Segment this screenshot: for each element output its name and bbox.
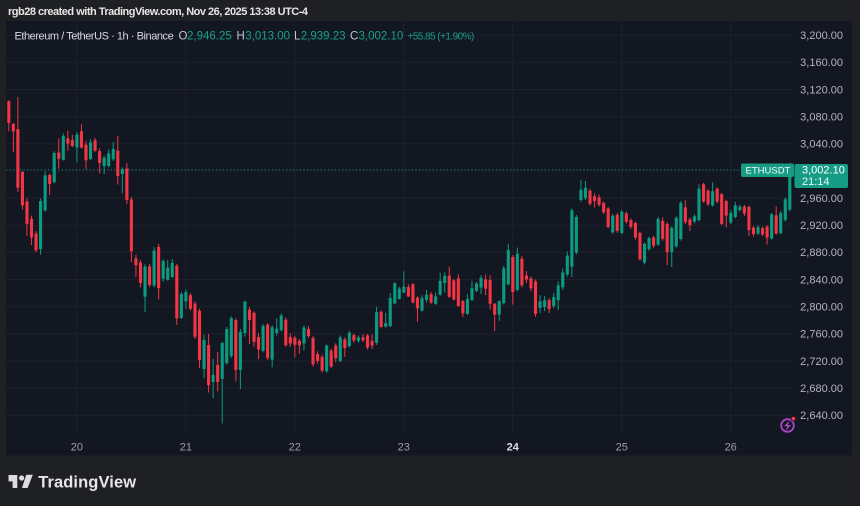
svg-text:2,840.00: 2,840.00 xyxy=(800,274,843,286)
svg-text:2,960.00: 2,960.00 xyxy=(800,193,843,205)
svg-text:2,640.00: 2,640.00 xyxy=(800,410,843,422)
svg-text:H: H xyxy=(237,31,245,43)
svg-text:3,013.00: 3,013.00 xyxy=(245,31,290,43)
svg-text:3,002.10: 3,002.10 xyxy=(359,31,404,43)
svg-text:25: 25 xyxy=(616,442,628,454)
svg-text:Ethereum / TetherUS · 1h · Bin: Ethereum / TetherUS · 1h · Binance xyxy=(15,31,174,43)
svg-text:2,920.00: 2,920.00 xyxy=(800,220,843,232)
svg-text:L: L xyxy=(294,31,301,43)
svg-text:ETHUSDT: ETHUSDT xyxy=(746,165,791,176)
svg-text:23: 23 xyxy=(398,442,410,454)
svg-text:21: 21 xyxy=(180,442,192,454)
svg-text:2,680.00: 2,680.00 xyxy=(800,383,843,395)
svg-text:20: 20 xyxy=(71,442,83,454)
svg-text:3,160.00: 3,160.00 xyxy=(800,57,843,69)
svg-text:2,880.00: 2,880.00 xyxy=(800,247,843,259)
svg-text:2,946.25: 2,946.25 xyxy=(187,31,232,43)
svg-text:22: 22 xyxy=(289,442,301,454)
svg-text:C: C xyxy=(350,31,358,43)
svg-text:TradingView: TradingView xyxy=(38,474,136,492)
svg-text:3,040.00: 3,040.00 xyxy=(800,139,843,151)
svg-text:+55.85 (+1.90%): +55.85 (+1.90%) xyxy=(408,32,474,43)
svg-text:3,002.10: 3,002.10 xyxy=(802,165,845,177)
svg-text:21:14: 21:14 xyxy=(802,176,830,188)
svg-text:26: 26 xyxy=(725,442,737,454)
svg-text:2,760.00: 2,760.00 xyxy=(800,329,843,341)
svg-text:2,800.00: 2,800.00 xyxy=(800,302,843,314)
svg-text:3,080.00: 3,080.00 xyxy=(800,112,843,124)
svg-text:rgb28 created with TradingView: rgb28 created with TradingView.com, Nov … xyxy=(8,6,309,18)
svg-text:3,120.00: 3,120.00 xyxy=(800,84,843,96)
svg-text:2,939.23: 2,939.23 xyxy=(301,31,346,43)
svg-text:24: 24 xyxy=(507,442,520,454)
svg-text:3,200.00: 3,200.00 xyxy=(800,30,843,42)
svg-text:O: O xyxy=(179,31,188,43)
svg-text:2,720.00: 2,720.00 xyxy=(800,356,843,368)
